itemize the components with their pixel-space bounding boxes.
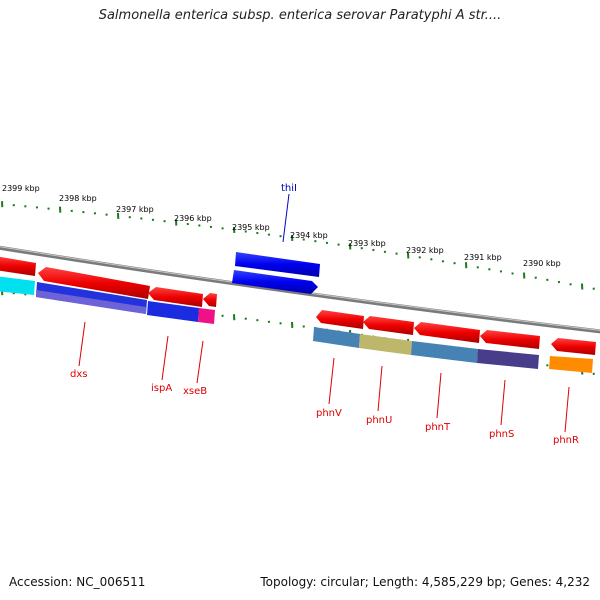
gene-arrow-offscreen[interactable] [0,256,36,276]
leader-ispA [161,335,169,381]
leader-phnT [436,372,442,419]
topology-text: Topology: circular; Length: 4,585,229 bp… [260,575,590,589]
gene-ispA-arrow[interactable] [148,287,203,307]
gene-phnT-arrow[interactable] [414,322,480,343]
gene-label-dxs[interactable]: dxs [70,369,87,380]
leader-xseB [196,340,204,384]
gene-leader-lines [78,193,570,433]
cog-bar-phnU [359,334,412,355]
outer-ticks [1,201,595,290]
gene-dxs-arrow[interactable] [38,267,150,299]
gene-phnS-arrow[interactable] [480,330,540,349]
gene-cluster-right [313,310,596,373]
leader-dxs [78,321,86,367]
kbp-label: 2395 kbp [232,223,270,232]
leader-thiI [282,193,290,243]
cog-bar-phnR [549,356,593,373]
kbp-label: 2399 kbp [2,184,40,193]
gene-label-phnS[interactable]: phnS [489,429,514,440]
cog-bar-phnT [411,341,478,363]
cog-bar-dxs-lower [36,290,146,314]
gene-label-phnV[interactable]: phnV [316,408,342,419]
gene-label-thiI[interactable]: thiI [281,183,297,194]
cog-bar-phnS [477,349,539,369]
cog-bar-xseB [198,308,215,324]
kbp-label: 2391 kbp [464,253,502,262]
kbp-label: 2394 kbp [290,231,328,240]
accession-text: Accession: NC_006511 [9,575,146,589]
leader-phnU [377,365,383,412]
kbp-label: 2390 kbp [523,259,561,268]
kbp-label: 2398 kbp [59,194,97,203]
gene-cluster-left [0,256,217,324]
leader-phnR [564,386,570,433]
gene-thiI-arrow[interactable] [235,252,320,277]
cog-bar-cyan [0,276,35,295]
genome-backbone [0,245,600,334]
gene-label-phnU[interactable]: phnU [366,415,392,426]
gene-xseB-arrow[interactable] [203,293,217,307]
cog-bar-ispA [147,301,199,322]
leader-phnV [328,357,335,405]
gene-phnU-arrow[interactable] [363,316,414,335]
gene-labels: thiI dxs ispA xseB phnV phnU phnT phnS p… [70,183,579,446]
map-title: Salmonella enterica subsp. enterica sero… [98,8,502,23]
kbp-labels: 2399 kbp 2398 kbp 2397 kbp 2396 kbp 2395… [2,184,561,268]
leader-phnS [500,379,506,426]
gene-thiI-track[interactable] [232,252,320,294]
gene-label-xseB[interactable]: xseB [183,386,207,397]
gene-phnR-arrow[interactable] [551,338,596,355]
gene-label-phnT[interactable]: phnT [425,422,451,433]
gene-label-phnR[interactable]: phnR [553,435,579,446]
gene-thiI-cog-arrow[interactable] [232,270,318,294]
kbp-label: 2396 kbp [174,214,212,223]
cog-bar-phnV [313,327,360,348]
gene-phnV-arrow[interactable] [316,310,364,329]
kbp-label: 2392 kbp [406,246,444,255]
gene-label-ispA[interactable]: ispA [151,383,172,394]
kbp-label: 2397 kbp [116,205,154,214]
kbp-label: 2393 kbp [348,239,386,248]
